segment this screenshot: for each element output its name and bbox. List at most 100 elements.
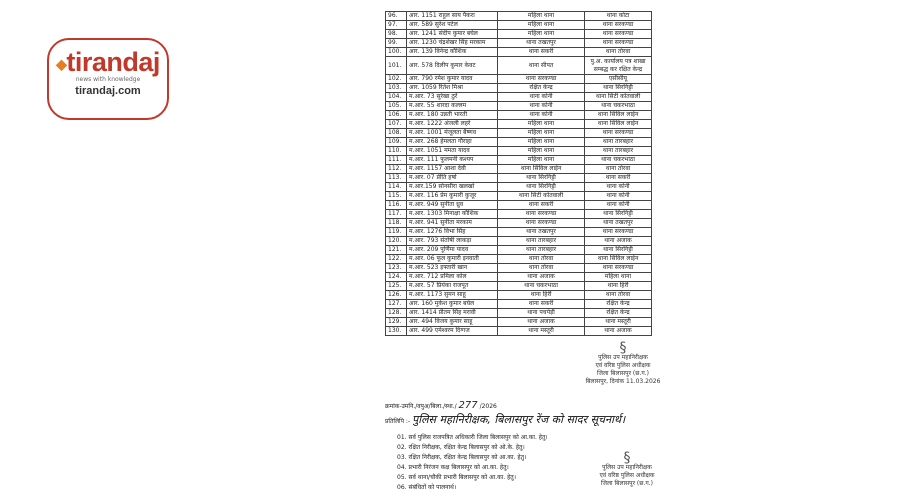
name-cell: म.आर. 1157 आशा देवी	[406, 164, 498, 174]
name-cell: आर. 1059 रितेश मिश्रा	[406, 83, 498, 93]
serial-number-cell: 99.	[385, 38, 407, 48]
to-station-cell: थाना तारबहार	[584, 137, 652, 147]
table-row: 110. म.आर. 1051 ममता यादव महिला थाना थाना त…	[385, 146, 652, 156]
table-row: 114. म.आर.159 सोनसीरा खलखो थाना सिरगिट्टी थ…	[385, 182, 652, 192]
to-station-cell: थाना सरकण्डा	[584, 128, 652, 138]
from-station-cell: महिला थाना	[497, 155, 585, 165]
logo-brand-text: tirandaj	[66, 47, 160, 77]
serial-number-cell: 126.	[385, 290, 407, 300]
to-station-cell: थाना तोरवा	[584, 290, 652, 300]
from-station-cell: महिला थाना	[497, 29, 585, 39]
table-row: 98. आर. 1241 संदीप कुमार बघेल महिला थाना था…	[385, 29, 652, 39]
table-row: 105. म.आर. 55 शारदा कल्लम थाना कोनी थाना चक…	[385, 101, 652, 111]
name-cell: म.आर. 1001 मंजूलता बैष्णव	[406, 128, 498, 138]
logo-url: tirandaj.com	[75, 84, 141, 97]
to-station-cell: थाना सरकण्डा	[584, 29, 652, 39]
from-station-cell: थाना तारबहार	[497, 245, 585, 255]
from-station-cell: महिला थाना	[497, 128, 585, 138]
signature-mark: §	[623, 450, 631, 466]
serial-number-cell: 114.	[385, 182, 407, 192]
serial-number-cell: 121.	[385, 245, 407, 255]
to-station-cell: थाना तखतपुर	[584, 218, 652, 228]
name-cell: आर. 1230 चंद्रशेखर सिंह मरकाम	[406, 38, 498, 48]
signature-line: एवं वरिष्ठ पुलिस अधीक्षक	[599, 472, 655, 479]
table-row: 100. आर. 139 विनेन्द्र कौशिक थाना सकरी थाना…	[385, 47, 652, 57]
to-station-cell: थाना सरकण्डा	[584, 227, 652, 237]
name-cell: म.आर. 55 शारदा कल्लम	[406, 101, 498, 111]
to-station-cell: थाना तोरवा	[584, 47, 652, 57]
from-station-cell: थाना चकरभाठा	[497, 281, 585, 291]
from-station-cell: थाना सकरी	[497, 200, 585, 210]
from-station-cell: थाना सरकण्डा	[497, 74, 585, 84]
table-row: 103. आर. 1059 रितेश मिश्रा रक्षित केन्द्र थ…	[385, 83, 652, 93]
serial-number-cell: 125.	[385, 281, 407, 291]
to-station-cell: थाना कोनी	[584, 191, 652, 201]
serial-number-cell: 112.	[385, 164, 407, 174]
name-cell: आर. 790 रमेश कुमार यादव	[406, 74, 498, 84]
table-row: 111. म.आर. 111 फूलमनी कश्यप महिला थाना थाना…	[385, 155, 652, 165]
serial-number-cell: 102.	[385, 74, 407, 84]
name-cell: म.आर. 07 प्रीति हर्षा	[406, 173, 498, 183]
copy-list-item: 04. प्रभारी निरंजन कक्ष बिलासपुर को आ.का…	[397, 464, 509, 471]
to-station-cell: थाना चकरभाठा	[584, 101, 652, 111]
name-cell: आर. 1414 प्रीतम सिंह मरावी	[406, 308, 498, 318]
serial-number-cell: 101.	[385, 56, 407, 75]
name-cell: म.आर. 06 फूल कुमारी इनवाती	[406, 254, 498, 264]
name-cell: म.आर. 523 इफ्तारी खान	[406, 263, 498, 273]
to-station-cell: थाना अजाक	[584, 236, 652, 246]
signature-line: जिला बिलासपुर (छ.ग.)	[596, 370, 650, 377]
to-station-cell: थाना सिविल लाईन	[584, 110, 652, 120]
to-station-cell: रक्षित केन्द्र	[584, 299, 652, 309]
table-row: 96. आर. 1151 राहुल साय पैकरा महिला थाना थान…	[385, 11, 652, 21]
serial-number-cell: 107.	[385, 119, 407, 129]
to-station-cell: थाना अजाक	[584, 326, 652, 336]
from-station-cell: थाना सिटी कोतवाली	[497, 191, 585, 201]
to-station-cell: थाना कोनी	[584, 200, 652, 210]
from-station-cell: थाना सिविल लाईन	[497, 164, 585, 174]
table-row: 102. आर. 790 रमेश कुमार यादव थाना सरकण्डा ए…	[385, 74, 652, 84]
to-station-cell: थाना मस्तूरी	[584, 317, 652, 327]
from-station-cell: थाना अजाक	[497, 272, 585, 282]
signature-line: एवं वरिष्ठ पुलिस अधीक्षक	[595, 362, 651, 369]
to-station-cell: थाना सिरगिट्टी	[584, 83, 652, 93]
serial-number-cell: 98.	[385, 29, 407, 39]
name-cell: म.आर. 111 फूलमनी कश्यप	[406, 155, 498, 165]
to-station-cell: थाना सिरगिट्टी	[584, 209, 652, 219]
name-cell: आर. 139 विनेन्द्र कौशिक	[406, 47, 498, 57]
table-row: 115. म.आर. 116 प्रेम कुमारी कुजूर थाना सिट…	[385, 191, 652, 201]
reference-number: क्रमांक-उमनि./वपुअ/बिला./स्था./ 277 /202…	[385, 400, 497, 411]
copy-list-item: 02. रक्षित निरीक्षक, रक्षित केन्द्र बिला…	[397, 444, 525, 451]
table-row: 113. म.आर. 07 प्रीति हर्षा थाना सिरगिट्टी थ…	[385, 173, 652, 183]
name-cell: म.आर. 1173 सुमन साहू	[406, 290, 498, 300]
to-station-cell: थाना सरकण्डा	[584, 263, 652, 273]
copy-handwritten: पुलिस महानिरीक्षक, बिलासपुर रेंज को सादर…	[412, 413, 626, 426]
to-station-cell: थाना तारबहार	[584, 146, 652, 156]
to-station-cell: थाना सिटी कोतवाली	[584, 92, 652, 102]
from-station-cell: थाना मस्तूरी	[497, 326, 585, 336]
from-station-cell: थाना तोरवा	[497, 254, 585, 264]
reference-prefix: क्रमांक-उमनि./वपुअ/बिला./स्था./	[385, 403, 457, 410]
from-station-cell: थाना तारबहार	[497, 236, 585, 246]
signature-block-bottom: § पुलिस उप महानिरीक्षक एवं वरिष्ठ पुलिस …	[588, 450, 666, 488]
logo-brand: ◆tirandaj	[49, 48, 167, 78]
serial-number-cell: 103.	[385, 83, 407, 93]
name-cell: म.आर. 1051 ममता यादव	[406, 146, 498, 156]
to-station-cell: रक्षित केन्द्र	[584, 308, 652, 318]
name-cell: म.आर. 1303 मिनाक्षा कौशिक	[406, 209, 498, 219]
from-station-cell: थाना कोनी	[497, 110, 585, 120]
name-cell: आर. 1151 राहुल साय पैकरा	[406, 11, 498, 21]
to-station-cell: थाना कोनी	[584, 182, 652, 192]
from-station-cell: महिला थाना	[497, 11, 585, 21]
serial-number-cell: 96.	[385, 11, 407, 21]
from-station-cell: थाना तोरवा	[497, 263, 585, 273]
serial-number-cell: 111.	[385, 155, 407, 165]
name-cell: म.आर. 73 सुरेखा ठुर्रे	[406, 92, 498, 102]
name-cell: आर. 160 मुकेश कुमार बघेल	[406, 299, 498, 309]
table-row: 123. म.आर. 523 इफ्तारी खान थाना तोरवा थाना …	[385, 263, 652, 273]
from-station-cell: थाना तखतपुर	[497, 227, 585, 237]
from-station-cell: थाना कोनी	[497, 92, 585, 102]
tirandaj-logo: ◆tirandaj news with knowledge tirandaj.c…	[47, 38, 169, 120]
table-row: 99. आर. 1230 चंद्रशेखर सिंह मरकाम थाना तखत…	[385, 38, 652, 48]
to-station-cell: थाना हिर्री	[584, 281, 652, 291]
table-row: 117. म.आर. 1303 मिनाक्षा कौशिक थाना सरकण्ड…	[385, 209, 652, 219]
